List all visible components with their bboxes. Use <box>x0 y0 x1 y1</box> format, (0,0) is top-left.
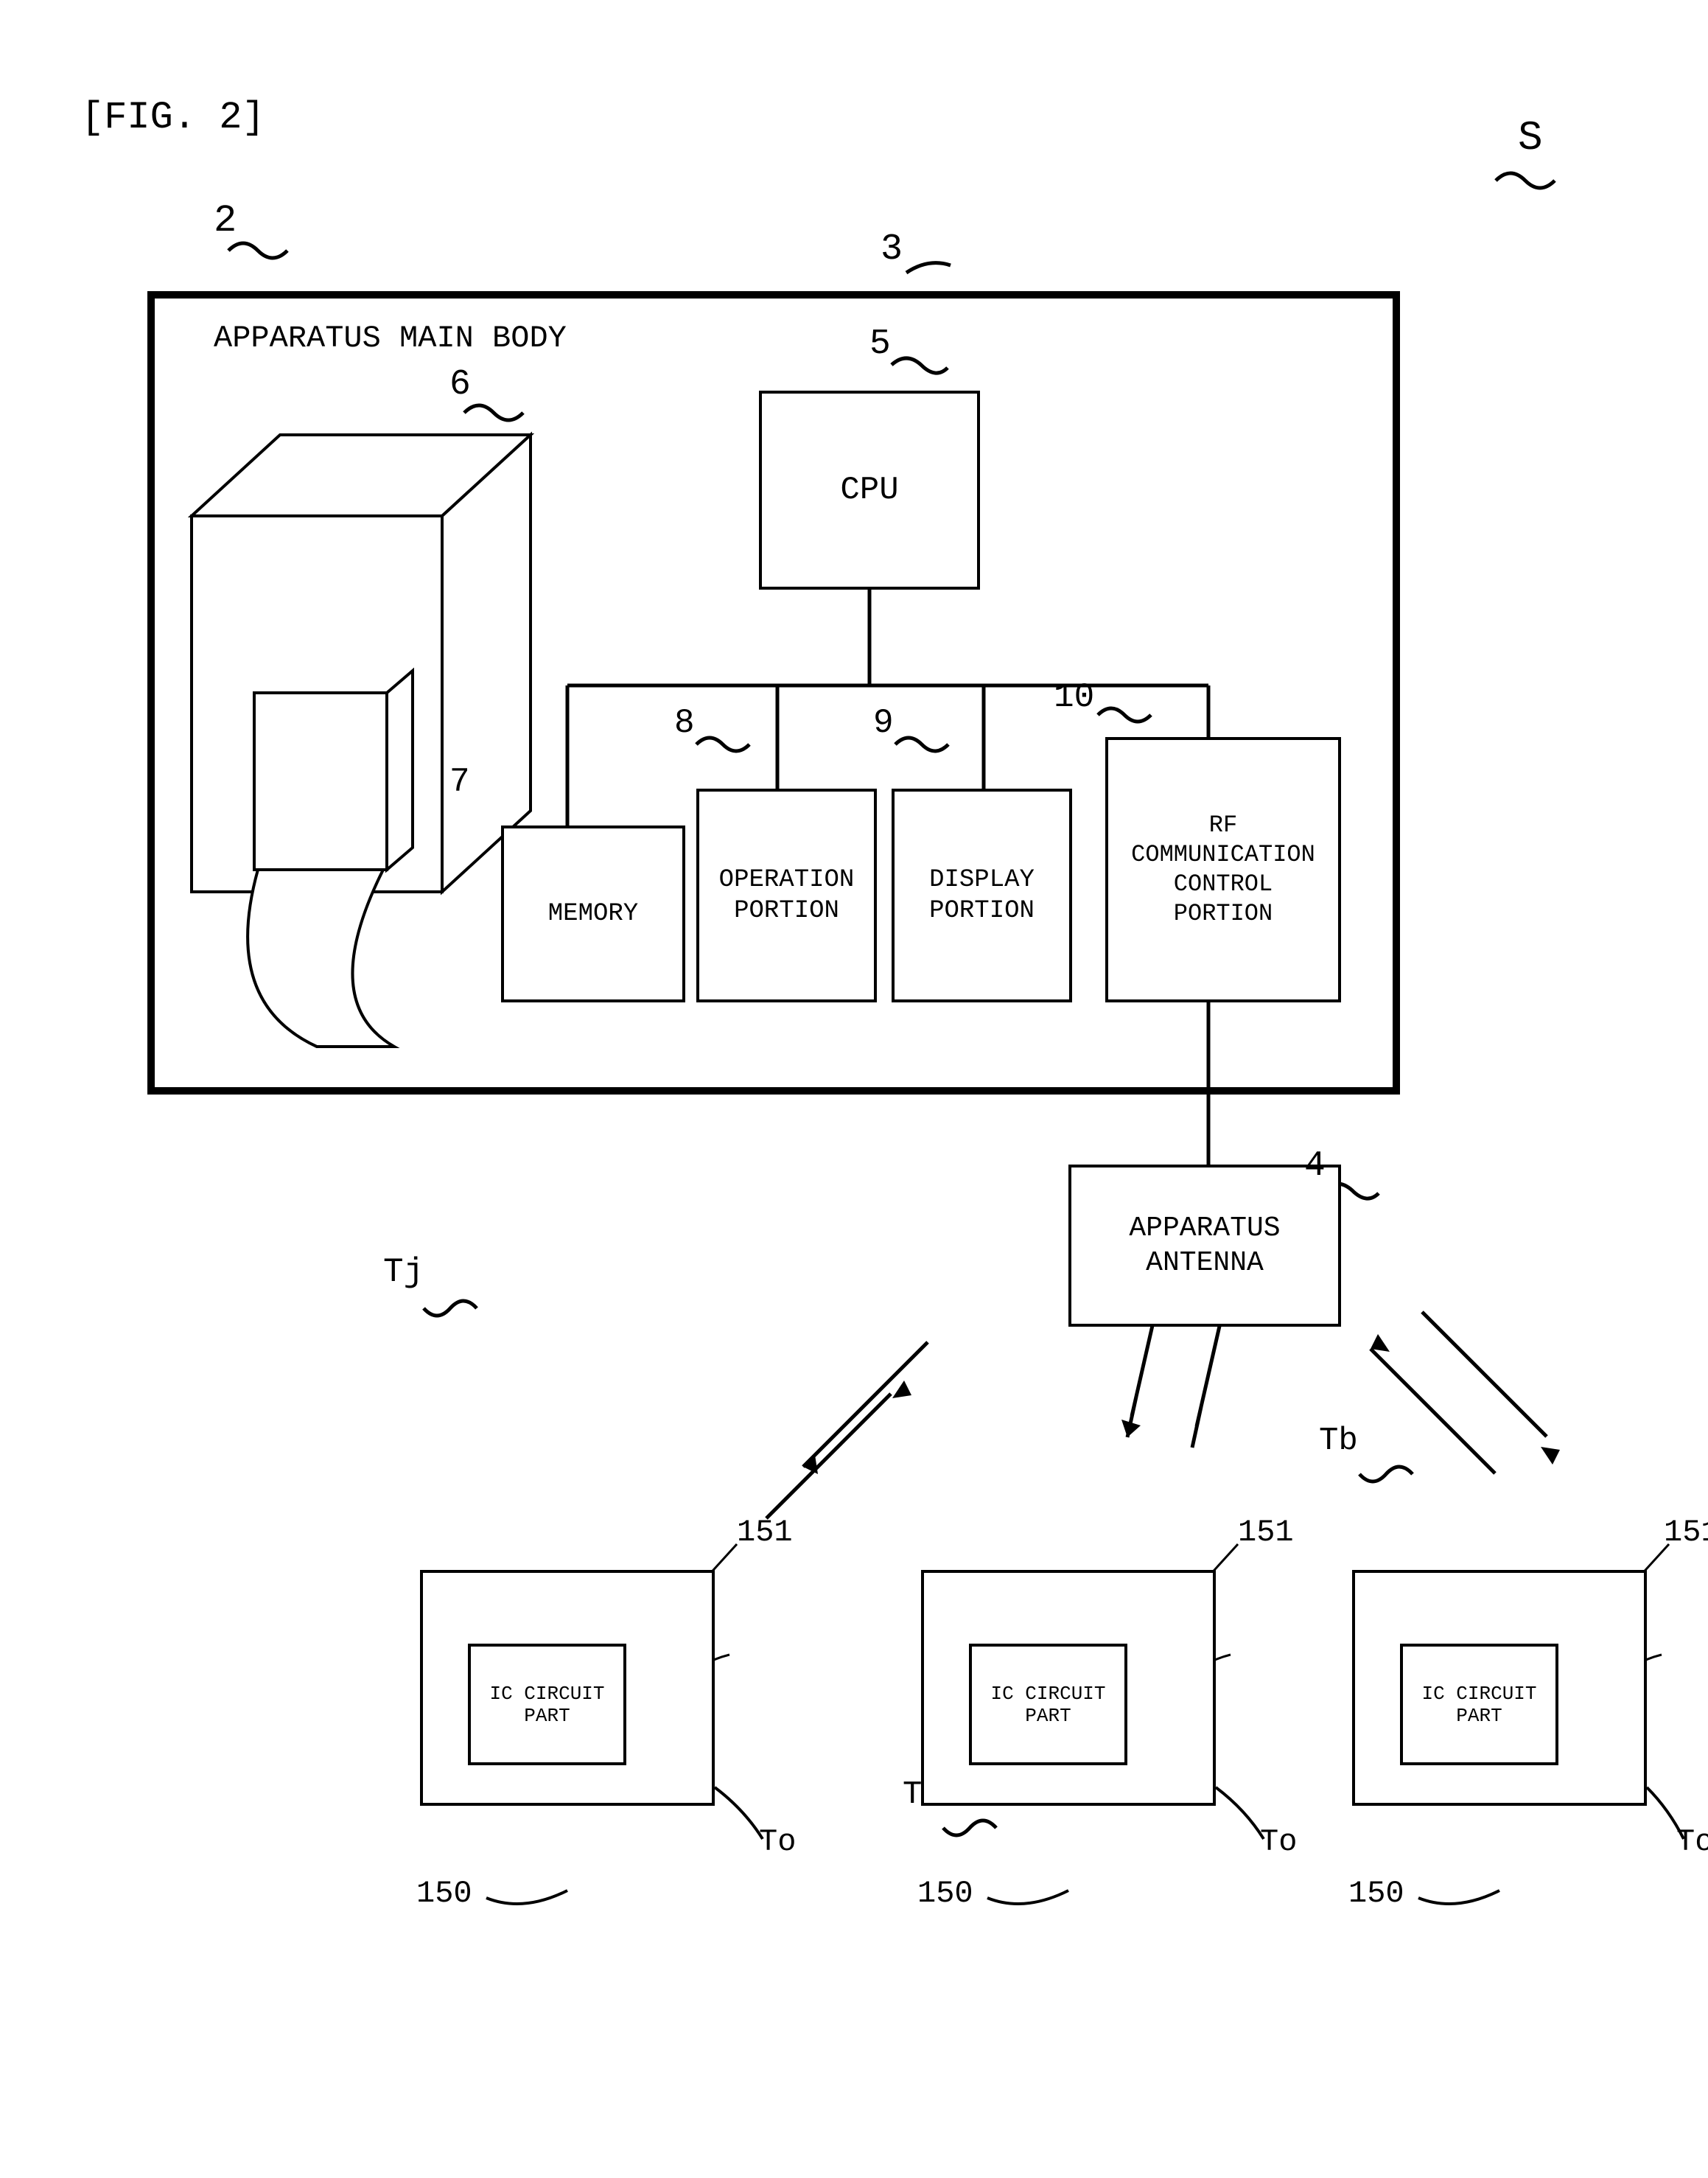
operation-block: OPERATION PORTION <box>696 789 877 1002</box>
memory-ref: 7 <box>449 763 470 801</box>
ic-ref-1: 150 <box>416 1876 472 1911</box>
operation-ref: 8 <box>674 704 695 742</box>
to-ref-2: To <box>1260 1824 1297 1860</box>
ic-ref-2: 150 <box>917 1876 973 1911</box>
ant-ref-3: 151 <box>1664 1515 1708 1550</box>
tag-1-ic: IC CIRCUIT PART <box>468 1644 626 1765</box>
cpu-block: CPU <box>759 391 980 590</box>
display-ref: 9 <box>873 704 894 742</box>
display-label: DISPLAY PORTION <box>929 865 1035 927</box>
antenna-label: APPARATUS ANTENNA <box>1129 1211 1280 1281</box>
tag-ref-b-2: Tb <box>1319 1423 1358 1459</box>
body-ref: 3 <box>881 228 903 270</box>
antenna-block: APPARATUS ANTENNA <box>1068 1165 1341 1327</box>
ant-ref-1: 151 <box>737 1515 793 1550</box>
tag-2-ic: IC CIRCUIT PART <box>969 1644 1127 1765</box>
operation-label: OPERATION PORTION <box>719 865 855 927</box>
memory-block: MEMORY <box>501 826 685 1002</box>
printer-ref: 6 <box>449 365 471 405</box>
to-ref-3: To <box>1676 1824 1708 1860</box>
tag-group-ref: Tj <box>383 1253 424 1291</box>
antenna-ref: 4 <box>1304 1146 1326 1186</box>
ant-ref-2: 151 <box>1238 1515 1294 1550</box>
rf-label: RF COMMUNICATION CONTROL PORTION <box>1131 811 1315 929</box>
ic-ref-3: 150 <box>1348 1876 1404 1911</box>
memory-label: MEMORY <box>548 898 638 930</box>
rf-block: RF COMMUNICATION CONTROL PORTION <box>1105 737 1341 1002</box>
to-ref-1: To <box>759 1824 796 1860</box>
ic-label-2: IC CIRCUIT PART <box>990 1683 1105 1727</box>
cpu-ref: 5 <box>869 324 891 364</box>
display-block: DISPLAY PORTION <box>892 789 1072 1002</box>
cpu-label: CPU <box>840 470 898 511</box>
system-ref: S <box>1518 114 1543 161</box>
ic-label-1: IC CIRCUIT PART <box>489 1683 604 1727</box>
reader-ref: 2 <box>214 199 237 242</box>
rf-ref: 10 <box>1054 678 1094 716</box>
ic-label-3: IC CIRCUIT PART <box>1421 1683 1536 1727</box>
figure-label: [FIG. 2] <box>81 96 265 139</box>
body-title: APPARATUS MAIN BODY <box>214 321 567 356</box>
tag-3-ic: IC CIRCUIT PART <box>1400 1644 1558 1765</box>
